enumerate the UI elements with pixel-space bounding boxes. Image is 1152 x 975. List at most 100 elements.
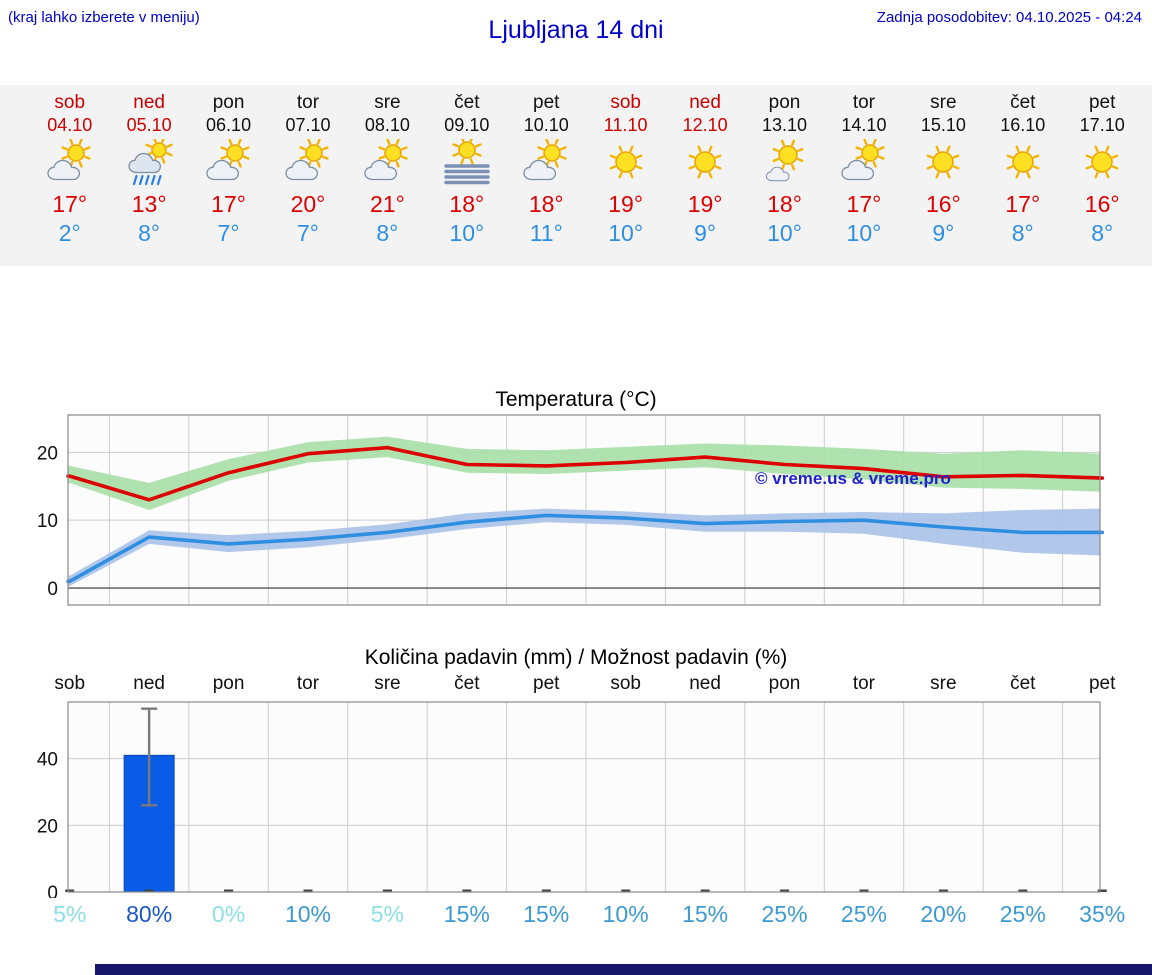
min-temperature-label: 7° bbox=[217, 220, 240, 246]
precip-ytick-label: 0 bbox=[47, 883, 58, 898]
precip-day-label: sob bbox=[610, 673, 641, 694]
precip-day-label: pon bbox=[768, 673, 801, 694]
precip-day-label: ned bbox=[133, 673, 165, 694]
temperature-chart: 0 10 20 © vreme.us & vreme.pro bbox=[37, 414, 1105, 606]
max-temperature-label: 20° bbox=[290, 191, 326, 217]
max-temperature-label: 18° bbox=[449, 191, 485, 217]
precipitation-chart-title: Količina padavin (mm) / Možnost padavin … bbox=[364, 646, 788, 669]
day-name: sre bbox=[374, 92, 401, 113]
precip-day-label: čet bbox=[1010, 673, 1036, 694]
day-name: sre bbox=[930, 92, 957, 113]
day-name: pon bbox=[212, 92, 245, 113]
min-temperature-label: 8° bbox=[1091, 220, 1114, 246]
forecast-day-column: tor 14.10 17° 10° bbox=[824, 91, 903, 266]
baseline-tick bbox=[65, 889, 75, 892]
precip-ytick-label: 20 bbox=[37, 816, 58, 837]
min-temperature-label: 8° bbox=[376, 220, 399, 246]
forecast-day-column: sre 15.10 16° 9° bbox=[904, 91, 983, 266]
max-temperature-label: 17° bbox=[52, 191, 88, 217]
forecast-day-column: pon 06.10 17° 7° bbox=[189, 91, 268, 266]
rain-icon bbox=[123, 136, 175, 186]
day-date: 16.10 bbox=[1000, 115, 1046, 135]
baseline-tick bbox=[621, 889, 631, 892]
forecast-day-column: čet 16.10 17° 8° bbox=[983, 91, 1062, 266]
min-temperature-label: 10° bbox=[449, 220, 485, 246]
sunny-icon bbox=[997, 139, 1049, 186]
day-date: 07.10 bbox=[285, 115, 331, 135]
partly-cloudy-icon bbox=[203, 138, 255, 186]
forecast-day-column: pon 13.10 18° 10° bbox=[745, 91, 824, 266]
max-temperature-label: 18° bbox=[767, 191, 802, 217]
precip-probability-label: 15% bbox=[443, 901, 490, 927]
day-name: ned bbox=[133, 92, 165, 113]
precip-probability-label: 20% bbox=[920, 901, 967, 927]
day-date: 09.10 bbox=[444, 115, 490, 135]
forecast-day-column: pet 17.10 16° 8° bbox=[1062, 91, 1141, 266]
forecast-day-column: ned 05.10 13° 8° bbox=[109, 91, 188, 266]
day-date: 11.10 bbox=[603, 115, 648, 135]
precip-day-label: pet bbox=[1088, 673, 1116, 694]
precip-probability-label: 0% bbox=[211, 901, 246, 927]
forecast-strip: sob 04.10 17° 2° ned 05.10 13° 8° pon 06.10 17° 7° t… bbox=[0, 85, 1152, 266]
baseline-tick bbox=[224, 889, 234, 892]
min-temperature-label: 8° bbox=[138, 220, 161, 246]
precipitation-chart: 0 20 40 bbox=[37, 701, 1107, 898]
precip-day-label: tor bbox=[852, 673, 876, 694]
day-date: 13.10 bbox=[761, 115, 808, 135]
min-temperature-label: 2° bbox=[58, 220, 81, 246]
last-update-timestamp: Zadnja posodobitev: 04.10.2025 - 04:24 bbox=[876, 9, 1142, 26]
precip-day-label: ned bbox=[689, 673, 721, 694]
day-date: 08.10 bbox=[364, 115, 410, 135]
precip-day-label: pet bbox=[533, 673, 560, 694]
precip-day-label: sre bbox=[930, 673, 957, 694]
baseline-tick bbox=[859, 889, 869, 892]
forecast-day-column: sre 08.10 21° 8° bbox=[348, 91, 427, 266]
baseline-tick bbox=[700, 889, 710, 892]
max-temperature-label: 18° bbox=[528, 191, 564, 217]
location-menu-note: (kraj lahko izberete v meniju) bbox=[8, 9, 200, 26]
precip-day-label: sob bbox=[54, 673, 86, 694]
day-name: čet bbox=[454, 92, 480, 113]
day-name: sob bbox=[610, 92, 641, 113]
precip-ytick-label: 40 bbox=[37, 750, 58, 771]
partly-cloudy-icon bbox=[520, 138, 572, 186]
sunny-icon bbox=[600, 139, 652, 186]
watermark-link[interactable]: © vreme.us & vreme.pro bbox=[755, 469, 951, 488]
partly-cloudy-icon bbox=[44, 138, 96, 186]
baseline-tick bbox=[1097, 889, 1107, 892]
forecast-day-column: sob 04.10 17° 2° bbox=[30, 91, 109, 266]
sunny-icon bbox=[917, 139, 969, 186]
day-date: 14.10 bbox=[841, 115, 887, 135]
precip-day-label: pon bbox=[212, 673, 245, 694]
day-date: 15.10 bbox=[920, 115, 966, 135]
partly-cloudy-icon bbox=[838, 138, 890, 186]
day-date: 05.10 bbox=[126, 115, 172, 135]
day-date: 12.10 bbox=[682, 115, 728, 135]
day-name: pet bbox=[1088, 92, 1116, 113]
sunny-icon bbox=[1076, 139, 1128, 186]
max-temperature-label: 16° bbox=[1084, 191, 1120, 217]
fog-icon bbox=[441, 135, 493, 186]
min-temperature-label: 8° bbox=[1011, 220, 1034, 246]
precip-day-label: sre bbox=[374, 673, 401, 694]
forecast-day-column: čet 09.10 18° 10° bbox=[427, 91, 506, 266]
max-temperature-label: 17° bbox=[211, 191, 246, 217]
forecast-day-column: pet 10.10 18° 11° bbox=[507, 91, 586, 266]
baseline-tick bbox=[938, 889, 948, 892]
min-temperature-label: 9° bbox=[932, 220, 955, 246]
min-temperature-band bbox=[68, 508, 1103, 586]
precip-probability-label: 80% bbox=[126, 901, 173, 927]
day-date: 17.10 bbox=[1079, 115, 1125, 135]
forecast-day-column: tor 07.10 20° 7° bbox=[268, 91, 347, 266]
temp-ytick-label: 0 bbox=[47, 579, 58, 600]
page-title: Ljubljana 14 dni bbox=[488, 16, 664, 44]
min-temperature-label: 10° bbox=[767, 220, 802, 246]
day-name: čet bbox=[1010, 92, 1036, 113]
temp-ytick-label: 10 bbox=[37, 511, 58, 532]
baseline-tick bbox=[1018, 889, 1028, 892]
max-temperature-label: 16° bbox=[925, 191, 961, 217]
min-temperature-label: 9° bbox=[694, 220, 717, 246]
max-temperature-label: 17° bbox=[846, 191, 882, 217]
precip-probability-label: 5% bbox=[370, 901, 405, 927]
precip-probability-label: 35% bbox=[1079, 901, 1126, 927]
